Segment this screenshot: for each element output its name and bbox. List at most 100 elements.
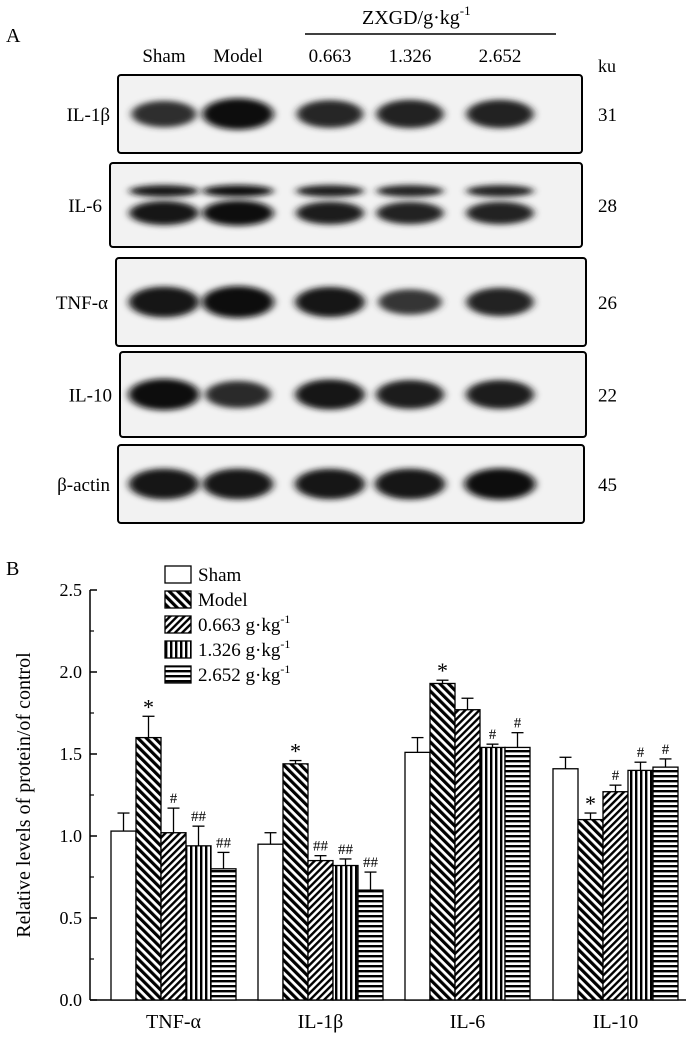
bar bbox=[479, 746, 506, 1001]
bar bbox=[602, 791, 629, 1001]
unit-label: ku bbox=[598, 56, 616, 76]
blot-protein-label: IL-6 bbox=[68, 196, 102, 217]
lane-label: 0.663 bbox=[309, 46, 352, 67]
bar bbox=[110, 830, 137, 1001]
legend-label-sup: -1 bbox=[280, 612, 290, 626]
blot-band bbox=[374, 468, 446, 500]
blot-protein-label: IL-1β bbox=[67, 105, 110, 126]
blot-band bbox=[128, 286, 200, 318]
blot-band bbox=[466, 380, 534, 409]
blot-row: β-actin 45 bbox=[57, 444, 617, 524]
blot-band bbox=[376, 185, 444, 197]
treatment-header-sup: -1 bbox=[460, 3, 471, 18]
blot-band bbox=[296, 185, 364, 197]
y-tick-label: 0.5 bbox=[60, 908, 83, 928]
significance-mark: # bbox=[662, 742, 670, 758]
significance-mark: ## bbox=[338, 842, 354, 858]
bar bbox=[282, 763, 309, 1001]
blot-band bbox=[376, 201, 444, 225]
bar bbox=[627, 769, 654, 1001]
significance-mark: # bbox=[612, 768, 620, 784]
x-tick-label: TNF-α bbox=[146, 1011, 201, 1033]
legend-label-text: Sham bbox=[198, 565, 242, 586]
blot-band bbox=[202, 98, 274, 130]
blot-band bbox=[378, 289, 442, 315]
blot-row: IL-10 22 bbox=[69, 351, 617, 438]
blot-band bbox=[128, 468, 200, 500]
legend-swatch bbox=[164, 665, 192, 684]
blot-band bbox=[295, 379, 365, 410]
significance-mark: # bbox=[489, 727, 497, 743]
blot-protein-label: IL-10 bbox=[69, 386, 112, 407]
blots: IL-1β 31 IL-6 28 TNF-α 26 IL-10 22 β-actin 45 bbox=[56, 74, 617, 524]
legend-swatch bbox=[164, 640, 192, 659]
bar bbox=[504, 746, 531, 1001]
blot-band bbox=[129, 185, 199, 197]
significance-mark: * bbox=[290, 739, 301, 764]
blot-band bbox=[294, 468, 366, 500]
significance-mark: ## bbox=[191, 809, 207, 825]
lane-label: 2.652 bbox=[479, 46, 522, 67]
treatment-header-text: ZXGD/g·kg bbox=[362, 7, 460, 29]
y-tick-label: 2.0 bbox=[60, 662, 83, 682]
significance-mark: # bbox=[514, 716, 522, 732]
bar bbox=[652, 766, 679, 1001]
blot-band bbox=[202, 286, 274, 318]
blot-band bbox=[466, 185, 534, 197]
bar bbox=[552, 768, 579, 1001]
bar bbox=[577, 818, 604, 1001]
significance-mark: # bbox=[170, 791, 178, 807]
legend-label-text: 0.663 g·kg bbox=[198, 615, 281, 636]
legend-label-text: 1.326 g·kg bbox=[198, 640, 281, 661]
blot-mw-label: 28 bbox=[598, 196, 617, 217]
legend-label-text: 2.652 g·kg bbox=[198, 665, 281, 686]
lane-labels: Sham Model 0.663 1.326 2.652 bbox=[142, 46, 521, 67]
significance-mark: # bbox=[637, 745, 645, 761]
blot-mw-label: 31 bbox=[598, 105, 617, 126]
bar bbox=[307, 859, 334, 1001]
significance-mark: ## bbox=[363, 855, 379, 871]
y-tick-label: 1.0 bbox=[60, 826, 83, 846]
legend-swatch bbox=[164, 615, 192, 634]
bar bbox=[160, 832, 187, 1001]
blot-band bbox=[128, 378, 200, 411]
y-tick-label: 0.0 bbox=[60, 990, 83, 1010]
blot-row: TNF-α 26 bbox=[56, 257, 617, 347]
panel-b-label: B bbox=[6, 558, 19, 580]
legend-swatch bbox=[164, 590, 192, 609]
bar-chart: 0.00.51.01.52.02.5*#####TNF-α*## ####IL-1… bbox=[60, 580, 686, 1033]
blot-band bbox=[376, 380, 444, 409]
bar bbox=[357, 889, 384, 1001]
bar bbox=[185, 845, 212, 1001]
y-tick-label: 1.5 bbox=[60, 744, 83, 764]
legend-label: 0.663 g·kg-1 bbox=[198, 612, 290, 636]
blot-band bbox=[202, 185, 274, 197]
blot-band bbox=[296, 201, 364, 225]
treatment-header: ZXGD/g·kg-1 bbox=[362, 3, 471, 29]
bar bbox=[454, 709, 481, 1001]
significance-mark: * bbox=[585, 791, 596, 816]
lane-label: 1.326 bbox=[389, 46, 432, 67]
bar bbox=[257, 843, 284, 1001]
lane-label: Model bbox=[213, 46, 263, 67]
blot-protein-label: TNF-α bbox=[56, 293, 108, 314]
blot-band bbox=[376, 99, 444, 129]
x-tick-label: IL-10 bbox=[593, 1011, 639, 1033]
blot-band bbox=[466, 287, 534, 317]
significance-mark: * bbox=[437, 658, 448, 683]
blot-band bbox=[202, 468, 274, 500]
panel-a-label: A bbox=[6, 25, 21, 47]
significance-mark: ## bbox=[313, 839, 329, 855]
legend-label-sup: -1 bbox=[280, 662, 290, 676]
x-tick-label: IL-1β bbox=[298, 1011, 344, 1033]
legend-label: Model bbox=[198, 590, 248, 611]
legend-label-sup: -1 bbox=[280, 637, 290, 651]
y-tick-label: 2.5 bbox=[60, 580, 83, 600]
blot-band bbox=[129, 200, 199, 226]
y-axis-title: Relative levels of protein/of control bbox=[13, 652, 35, 938]
legend-label: 1.326 g·kg-1 bbox=[198, 637, 290, 661]
lane-label: Sham bbox=[142, 46, 186, 67]
bar bbox=[210, 868, 237, 1001]
